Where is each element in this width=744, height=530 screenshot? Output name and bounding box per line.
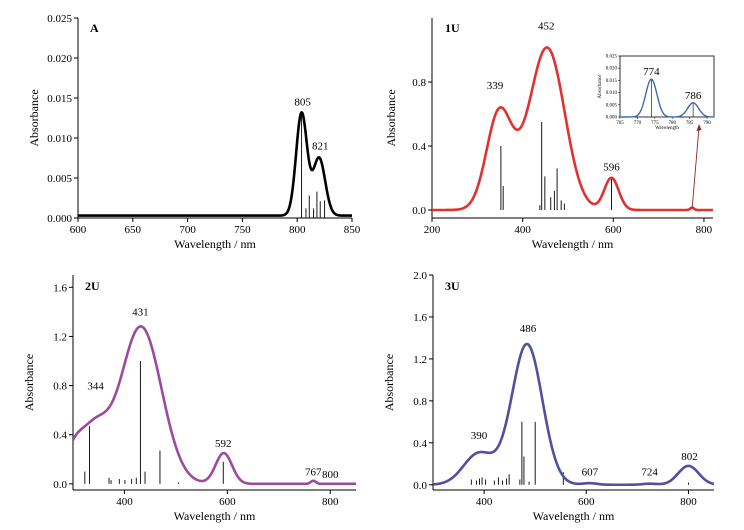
y-tick-label: 0.020 bbox=[47, 53, 72, 65]
x-axis-title: Wavelength / nm bbox=[532, 237, 614, 251]
y-tick-label: 0.0 bbox=[413, 480, 427, 492]
x-tick-label: 650 bbox=[125, 224, 142, 236]
peak-label: 821 bbox=[312, 141, 329, 153]
inset-y-tick-label: 0.005 bbox=[606, 103, 618, 108]
peak-label: 592 bbox=[215, 438, 232, 450]
y-tick-label: 1.6 bbox=[413, 312, 427, 324]
peak-label: 724 bbox=[641, 467, 658, 479]
inset-x-tick-label: 770 bbox=[634, 121, 642, 126]
y-tick-label: 0.025 bbox=[47, 13, 72, 25]
peak-label: 607 bbox=[582, 467, 599, 479]
panel-2u: 400 600 800 0.0 0.4 0.8 1.2 1.6 Wavelength / nm A… bbox=[22, 275, 356, 523]
panel-label: 1U bbox=[445, 21, 460, 35]
x-tick-label: 400 bbox=[476, 496, 493, 508]
x-tick-label: 400 bbox=[116, 496, 133, 508]
peak-label: 802 bbox=[681, 451, 698, 463]
inset-y-tick-label: 0.025 bbox=[606, 55, 618, 60]
y-tick-label: 0.8 bbox=[413, 396, 427, 408]
x-axis-title: Wavelength / nm bbox=[533, 509, 615, 523]
spectrum-curve bbox=[73, 325, 356, 486]
peak-label: 431 bbox=[132, 307, 149, 319]
y-tick-label: 1.2 bbox=[53, 331, 67, 343]
panel-3u: 400 600 800 0.0 0.4 0.8 1.2 1.6 2.0 Wavelength / … bbox=[382, 270, 714, 523]
inset-spectrum-curve bbox=[620, 78, 715, 118]
y-tick-label: 0.0 bbox=[412, 205, 426, 217]
peak-label: 596 bbox=[603, 161, 620, 173]
zoom-arrow-line bbox=[691, 126, 700, 209]
inset-x-tick-label: 785 bbox=[686, 121, 694, 126]
inset-y-tick-label: 0.010 bbox=[606, 91, 618, 96]
inset-peak-label: 774 bbox=[643, 66, 660, 78]
panel-label: 2U bbox=[85, 279, 100, 293]
y-axis-title: Absorbance bbox=[384, 89, 398, 146]
peak-label: 390 bbox=[471, 430, 488, 442]
y-tick-label: 0.8 bbox=[412, 77, 426, 89]
plot-area bbox=[432, 46, 713, 212]
y-tick-label: 0.010 bbox=[47, 133, 72, 145]
y-tick-label: 0.4 bbox=[53, 430, 67, 442]
y-tick-label: 0.005 bbox=[47, 173, 72, 185]
peak-label: 800 bbox=[322, 469, 339, 481]
inset-frame bbox=[619, 55, 715, 118]
x-tick-label: 600 bbox=[605, 224, 622, 236]
x-tick-label: 800 bbox=[680, 496, 697, 508]
peak-label: 452 bbox=[538, 21, 555, 33]
y-tick-label: 0.0 bbox=[53, 479, 67, 491]
y-tick-label: 2.0 bbox=[413, 270, 427, 282]
inset-y-tick-label: 0.020 bbox=[606, 67, 618, 72]
x-tick-label: 700 bbox=[179, 224, 196, 236]
y-axis-title: Absorbance bbox=[22, 354, 36, 411]
y-tick-label: 0.8 bbox=[53, 381, 67, 393]
inset-x-tick-label: 775 bbox=[651, 121, 659, 126]
peak-label: 486 bbox=[520, 323, 537, 335]
inset-peak-label: 786 bbox=[685, 90, 702, 102]
x-tick-label: 800 bbox=[696, 224, 713, 236]
plot-area bbox=[73, 325, 356, 486]
inset-x-axis-title: Wavelength bbox=[655, 126, 679, 131]
y-tick-label: 1.6 bbox=[53, 282, 67, 294]
inset-x-tick-label: 790 bbox=[703, 121, 711, 126]
inset-x-tick-label: 780 bbox=[668, 121, 676, 126]
spectrum-curve bbox=[432, 46, 713, 212]
panel-label: 3U bbox=[445, 279, 460, 293]
x-tick-label: 850 bbox=[344, 224, 361, 236]
spectrum-curve bbox=[433, 342, 714, 487]
inset-x-tick-label: 765 bbox=[616, 121, 624, 126]
x-tick-label: 400 bbox=[514, 224, 531, 236]
panel-label: A bbox=[90, 21, 99, 35]
peak-label: 767 bbox=[305, 466, 322, 478]
inset-chart: 765 770 775 780 785 790 0.000 0.005 0.010 0.015 0.… bbox=[598, 55, 715, 209]
y-tick-label: 1.2 bbox=[413, 354, 427, 366]
inset-y-tick-label: 0.000 bbox=[606, 116, 618, 121]
plot-area bbox=[78, 111, 352, 218]
x-tick-label: 600 bbox=[219, 496, 236, 508]
x-axis-title: Wavelength / nm bbox=[174, 237, 256, 251]
inset-y-axis-title: Absorbance bbox=[598, 74, 603, 99]
panel-1u: 200 400 600 800 0.0 0.4 0.8 Wavelength / nm Abso… bbox=[384, 18, 713, 251]
inset-y-tick-label: 0.015 bbox=[606, 79, 618, 84]
y-tick-label: 0.015 bbox=[47, 93, 72, 105]
y-tick-label: 0.000 bbox=[47, 213, 72, 225]
peak-label: 805 bbox=[294, 97, 311, 109]
x-tick-label: 800 bbox=[322, 496, 339, 508]
peak-label: 344 bbox=[87, 380, 104, 392]
x-tick-label: 600 bbox=[578, 496, 595, 508]
x-tick-label: 800 bbox=[289, 224, 306, 236]
zoom-arrow-head bbox=[696, 124, 702, 131]
x-tick-label: 600 bbox=[70, 224, 87, 236]
y-tick-label: 0.4 bbox=[412, 141, 426, 153]
y-axis-title: Absorbance bbox=[382, 354, 396, 411]
peak-label: 339 bbox=[487, 80, 504, 92]
x-tick-label: 200 bbox=[424, 224, 441, 236]
x-tick-label: 750 bbox=[234, 224, 251, 236]
y-tick-label: 0.4 bbox=[413, 438, 427, 450]
y-axis-title: Absorbance bbox=[27, 89, 41, 146]
x-axis-title: Wavelength / nm bbox=[174, 509, 256, 523]
panel-a: 600 650 700 750 800 850 0.000 0.005 0.010 0.015 0.… bbox=[27, 13, 361, 251]
spectrum-curve bbox=[78, 111, 352, 217]
plot-area bbox=[433, 342, 714, 487]
